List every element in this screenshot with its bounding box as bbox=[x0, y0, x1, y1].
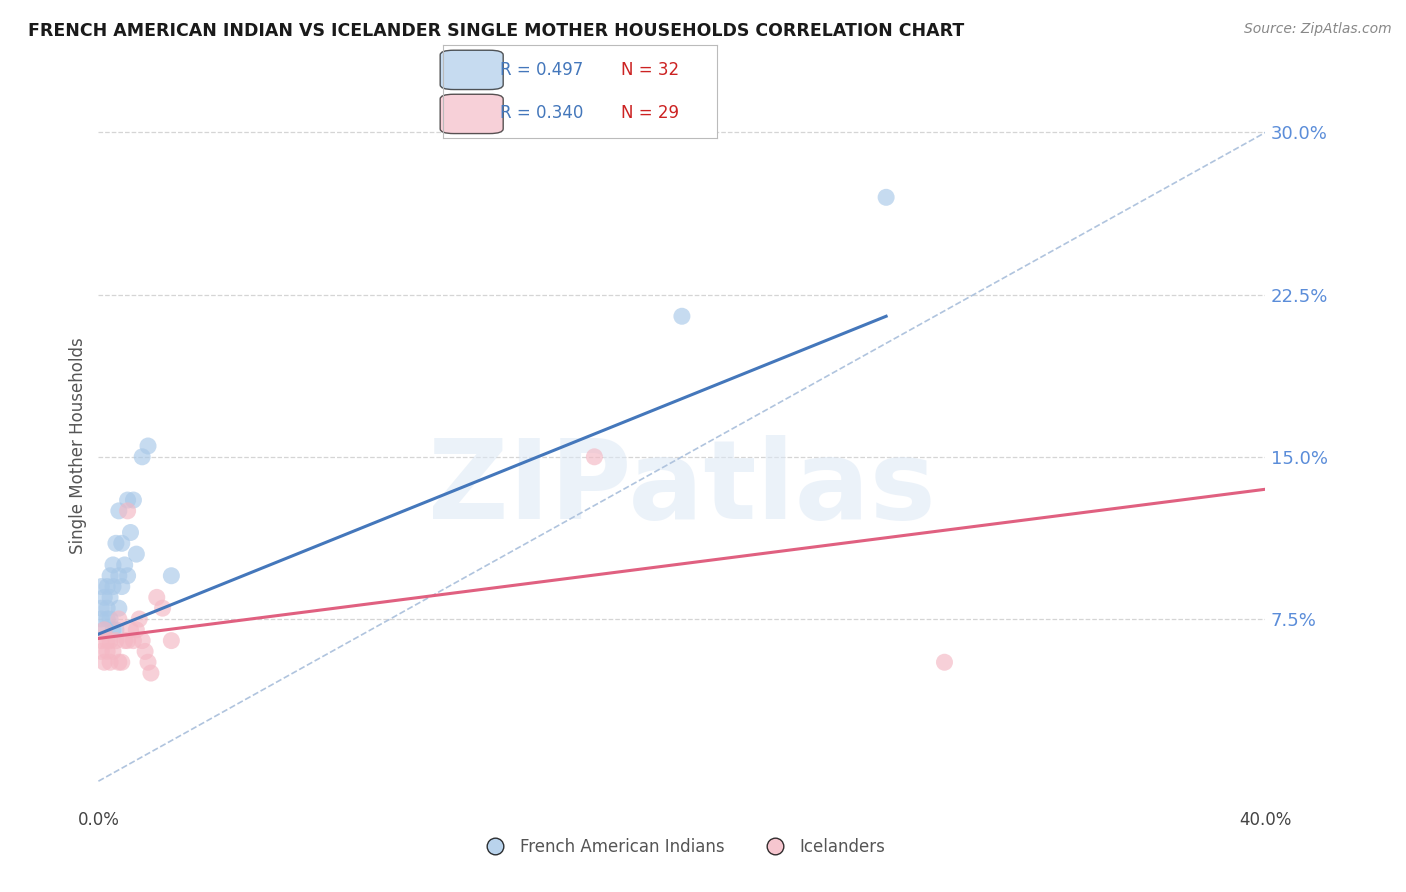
Point bbox=[122, 633, 145, 648]
FancyBboxPatch shape bbox=[440, 95, 503, 134]
Point bbox=[111, 536, 134, 550]
Point bbox=[98, 633, 121, 648]
Text: Source: ZipAtlas.com: Source: ZipAtlas.com bbox=[1244, 22, 1392, 37]
Point bbox=[120, 623, 142, 637]
Point bbox=[93, 623, 115, 637]
Point bbox=[117, 633, 139, 648]
Text: N = 29: N = 29 bbox=[621, 104, 679, 122]
Point bbox=[139, 666, 162, 681]
Point bbox=[111, 655, 134, 669]
Point bbox=[131, 633, 153, 648]
Point bbox=[98, 612, 121, 626]
Point bbox=[134, 644, 156, 658]
Point bbox=[136, 439, 159, 453]
Point bbox=[136, 655, 159, 669]
Point bbox=[160, 568, 183, 582]
Point bbox=[111, 580, 134, 594]
Point bbox=[104, 633, 127, 648]
Point bbox=[96, 633, 118, 648]
Point bbox=[104, 536, 127, 550]
Point bbox=[96, 612, 118, 626]
Point bbox=[104, 623, 127, 637]
Text: FRENCH AMERICAN INDIAN VS ICELANDER SINGLE MOTHER HOUSEHOLDS CORRELATION CHART: FRENCH AMERICAN INDIAN VS ICELANDER SING… bbox=[28, 22, 965, 40]
Point bbox=[114, 633, 136, 648]
Point bbox=[90, 601, 112, 615]
Text: ZIPatlas: ZIPatlas bbox=[427, 435, 936, 542]
Point bbox=[122, 493, 145, 508]
Point bbox=[101, 644, 124, 658]
Text: N = 32: N = 32 bbox=[621, 61, 679, 78]
Point bbox=[101, 580, 124, 594]
Point bbox=[98, 655, 121, 669]
Point bbox=[93, 591, 115, 605]
Point bbox=[108, 601, 131, 615]
Point bbox=[117, 504, 139, 518]
Point bbox=[108, 655, 131, 669]
Point bbox=[101, 623, 124, 637]
Point bbox=[90, 644, 112, 658]
Point bbox=[875, 190, 897, 204]
Point bbox=[93, 623, 115, 637]
Point bbox=[90, 612, 112, 626]
Point bbox=[98, 568, 121, 582]
Y-axis label: Single Mother Households: Single Mother Households bbox=[69, 338, 87, 554]
Point bbox=[583, 450, 606, 464]
Point bbox=[146, 591, 169, 605]
Point bbox=[108, 568, 131, 582]
Point bbox=[114, 558, 136, 572]
Point bbox=[152, 601, 174, 615]
Point bbox=[101, 558, 124, 572]
Point bbox=[93, 655, 115, 669]
Point bbox=[117, 568, 139, 582]
Point bbox=[125, 623, 148, 637]
Point bbox=[120, 525, 142, 540]
FancyBboxPatch shape bbox=[440, 50, 503, 89]
Point bbox=[934, 655, 956, 669]
Point bbox=[125, 547, 148, 561]
Point bbox=[160, 633, 183, 648]
Text: R = 0.340: R = 0.340 bbox=[501, 104, 583, 122]
Point bbox=[98, 591, 121, 605]
Point bbox=[96, 601, 118, 615]
Point bbox=[108, 612, 131, 626]
Point bbox=[90, 633, 112, 648]
Point bbox=[131, 450, 153, 464]
Point bbox=[108, 504, 131, 518]
Point bbox=[96, 580, 118, 594]
Point bbox=[117, 493, 139, 508]
Point bbox=[671, 310, 693, 324]
Legend: French American Indians, Icelanders: French American Indians, Icelanders bbox=[471, 831, 893, 863]
Point bbox=[90, 580, 112, 594]
Point bbox=[128, 612, 150, 626]
Point bbox=[96, 644, 118, 658]
Text: R = 0.497: R = 0.497 bbox=[501, 61, 583, 78]
